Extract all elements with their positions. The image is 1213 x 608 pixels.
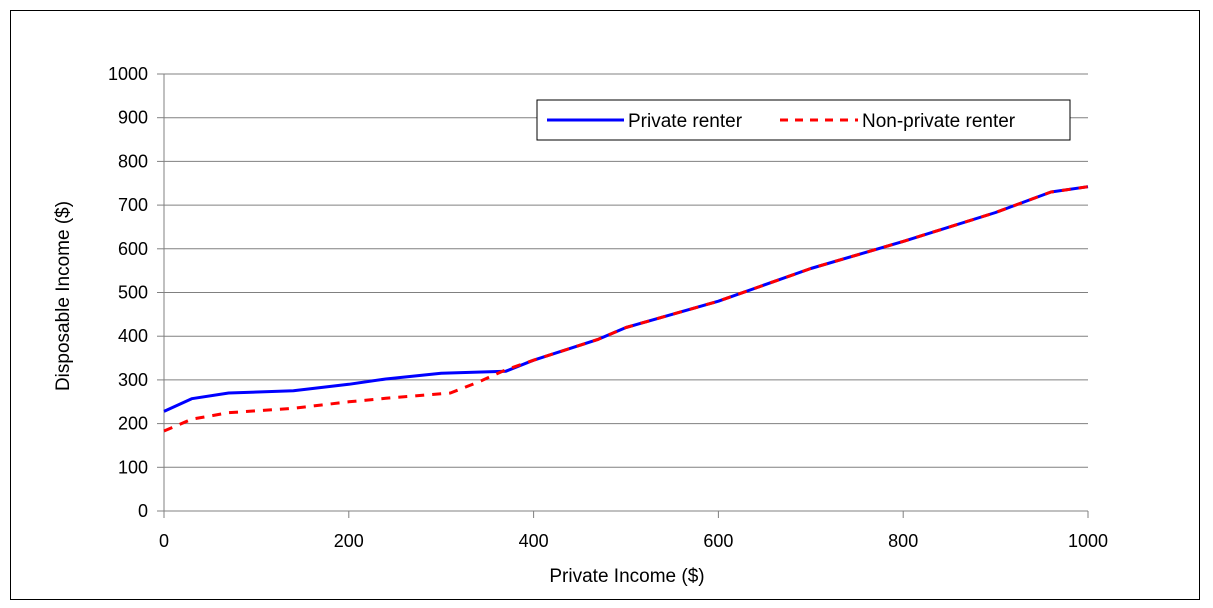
y-tick-label: 1000 (108, 64, 148, 84)
y-tick-label: 900 (118, 108, 148, 128)
y-tick-label: 200 (118, 414, 148, 434)
y-tick-label: 100 (118, 457, 148, 477)
series-lines (163, 185, 1089, 433)
y-axis-title: Disposable Income ($) (53, 201, 74, 391)
y-tick-label: 700 (118, 195, 148, 215)
x-tick-label: 600 (703, 531, 733, 551)
legend: Private renter Non-private renter (536, 99, 1071, 141)
x-tick-label: 400 (519, 531, 549, 551)
legend-box (536, 99, 1071, 141)
series-line-private-renter (163, 185, 1089, 413)
x-tick-label: 800 (888, 531, 918, 551)
legend-label-private-renter: Private renter (628, 111, 743, 132)
y-tick-labels: 0 100 200 300 400 500 600 700 800 900 1000 (108, 64, 164, 521)
x-tick-label: 1000 (1068, 531, 1108, 551)
x-tick-label: 0 (159, 531, 169, 551)
x-axis-title: Private Income ($) (549, 566, 704, 587)
x-tick-labels: 0 200 400 600 800 1000 (159, 511, 1108, 551)
x-tick-label: 200 (334, 531, 364, 551)
y-tick-label: 500 (118, 283, 148, 303)
y-tick-label: 300 (118, 370, 148, 390)
y-tick-label: 600 (118, 239, 148, 259)
legend-label-non-private-renter: Non-private renter (862, 111, 1016, 132)
y-tick-label: 400 (118, 326, 148, 346)
y-tick-label: 0 (138, 501, 148, 521)
y-tick-label: 800 (118, 151, 148, 171)
series-line-non-private-renter (163, 185, 1089, 433)
